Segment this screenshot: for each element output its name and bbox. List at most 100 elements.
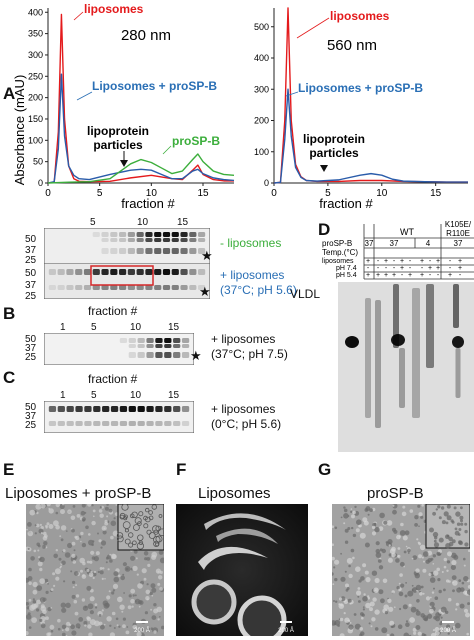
em-particle — [145, 596, 150, 601]
em-particle — [378, 589, 384, 595]
em-particle — [145, 589, 151, 595]
em-particle — [421, 556, 424, 559]
gel-temp-label: Temp.(°C) — [322, 248, 358, 257]
gel-sign: - — [377, 258, 380, 265]
chart-560-xlabel: fraction # — [319, 196, 373, 211]
em-particle — [414, 523, 418, 527]
em-particle — [39, 523, 42, 526]
em-particle — [102, 567, 105, 570]
em-particle — [61, 560, 66, 566]
em-particle — [70, 570, 73, 573]
vesicle-arc-1 — [204, 513, 286, 530]
em-particle — [29, 509, 36, 516]
em-particle — [105, 602, 110, 608]
blot-band — [92, 285, 100, 290]
em-particle — [72, 586, 75, 589]
blot-band — [154, 285, 162, 290]
em-inset-particle — [460, 506, 463, 510]
em-particle — [113, 627, 116, 629]
em-particle — [465, 612, 470, 618]
panel-label-g: G — [318, 460, 332, 479]
blot-band — [189, 232, 197, 237]
gel-sign: - — [409, 258, 412, 265]
blot-b-tick-5: 5 — [91, 322, 97, 333]
em-particle — [136, 573, 139, 576]
em-particle — [418, 554, 422, 559]
em-particle — [424, 617, 428, 622]
blot-b-tick-10: 10 — [130, 322, 142, 333]
em-particle — [126, 626, 129, 628]
em-particle — [71, 553, 76, 558]
em-particle — [134, 600, 137, 602]
blot-band — [127, 269, 135, 275]
em-inset-particle — [121, 504, 129, 511]
em-particle — [418, 525, 420, 527]
em-particle — [28, 581, 32, 586]
em-particle — [463, 557, 466, 561]
blot-b-mw-25: 25 — [25, 352, 37, 363]
em-particle — [27, 612, 31, 616]
em-particle — [428, 573, 432, 576]
em-particle — [344, 570, 347, 573]
blot-band — [119, 421, 128, 426]
em-particle — [374, 526, 380, 533]
em-particle — [81, 542, 87, 548]
em-particle — [411, 557, 414, 560]
gel-sign: + — [408, 272, 412, 279]
em-particle — [40, 504, 46, 509]
blot-band — [128, 421, 136, 426]
blot-band — [110, 248, 118, 254]
em-particle — [108, 508, 113, 513]
blot-band — [171, 285, 179, 290]
gel-ph74-label: pH 7.4 — [336, 265, 357, 272]
em-particle — [416, 609, 419, 612]
em-particle — [468, 549, 470, 552]
em-particle — [50, 588, 54, 591]
lipoprotein2-label-line2: particles — [309, 146, 359, 160]
em-particle — [423, 560, 425, 563]
em-particle — [432, 554, 436, 558]
em-particle — [60, 538, 64, 542]
blot-band — [137, 352, 145, 358]
em-particle — [380, 598, 385, 604]
em-particle — [151, 615, 157, 620]
em-inset-particle — [433, 542, 440, 548]
em-particle — [82, 574, 85, 577]
em-particle — [374, 609, 380, 615]
em-particle — [339, 617, 344, 622]
em-particle — [104, 578, 106, 580]
blot-band — [128, 406, 136, 412]
gel-sign: + — [458, 265, 462, 272]
em-particle — [443, 565, 447, 569]
gel-mutant-line2: R110E — [446, 229, 470, 238]
blot-band — [110, 238, 118, 242]
chart-280-xlabel: fraction # — [121, 196, 175, 211]
em-particle — [433, 570, 439, 576]
em-particle — [36, 511, 39, 515]
em-inset-particle — [464, 542, 469, 547]
em-inset-particle — [138, 540, 144, 545]
em-particle — [146, 583, 149, 586]
y-tick-label: 100 — [28, 135, 43, 145]
em-particle — [391, 552, 396, 558]
em-particle — [59, 566, 62, 569]
em-particle — [467, 602, 470, 606]
em-particle — [65, 635, 68, 636]
em-particle — [398, 591, 404, 597]
em-particle — [450, 564, 456, 570]
em-particle — [65, 627, 70, 632]
em-inset-particle — [464, 522, 468, 526]
em-particle — [59, 535, 62, 538]
em-particle — [100, 546, 103, 549]
em-particle — [61, 504, 65, 506]
em-particle — [355, 566, 361, 572]
em-particle — [412, 555, 418, 560]
legend2-liposomes-prosp: Liposomes + proSP-B — [298, 81, 423, 95]
em-particle — [89, 610, 94, 615]
em-particle — [417, 631, 422, 636]
em-particle — [101, 577, 104, 580]
em-particle — [42, 609, 47, 615]
em-particle — [452, 581, 454, 584]
x-tick-label: 5 — [325, 188, 331, 199]
gel-sign: + — [400, 258, 404, 265]
